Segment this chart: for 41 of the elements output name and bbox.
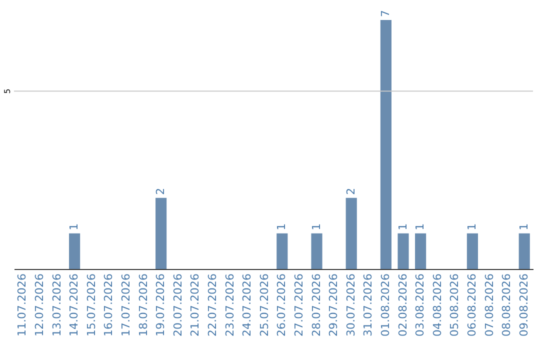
x-tick-label: 20.07.2026 (171, 274, 184, 336)
x-tick-label: 12.07.2026 (32, 274, 46, 336)
x-tick-label: 13.07.2026 (50, 274, 64, 336)
x-tick-label: 22.07.2026 (206, 274, 219, 336)
x-tick-label: 09.08.2026 (517, 274, 530, 336)
data-label: 1 (517, 223, 530, 230)
x-tick-label: 19.07.2026 (154, 274, 168, 336)
ref-line-label: 5 (3, 88, 12, 94)
data-label: 7 (378, 10, 392, 17)
x-tick-label: 29.07.2026 (327, 274, 340, 336)
data-label: 1 (396, 223, 410, 230)
x-tick-label: 02.08.2026 (396, 274, 410, 336)
x-tick-label: 21.07.2026 (188, 274, 202, 336)
x-tick-label: 14.07.2026 (68, 274, 81, 336)
data-label: 1 (465, 223, 478, 230)
x-tick-label: 08.08.2026 (500, 274, 514, 336)
x-tick-label: 15.07.2026 (84, 274, 98, 336)
x-tick-label: 03.08.2026 (414, 274, 427, 336)
data-label: 1 (275, 223, 288, 230)
data-label: 1 (414, 223, 427, 230)
x-tick-label: 04.08.2026 (430, 274, 444, 336)
x-tick-label: 17.07.2026 (119, 274, 132, 336)
data-label: 1 (68, 223, 81, 230)
x-tick-label: 30.07.2026 (344, 274, 358, 336)
data-label: 2 (154, 188, 168, 195)
x-tick-label: 06.08.2026 (465, 274, 478, 336)
x-tick-label: 31.07.2026 (362, 274, 375, 336)
x-tick-label: 23.07.2026 (223, 274, 236, 336)
data-label: 2 (344, 188, 358, 195)
x-tick-label: 11.07.2026 (16, 274, 29, 336)
x-tick-label: 26.07.2026 (275, 274, 288, 336)
x-tick-label: 24.07.2026 (240, 274, 254, 336)
x-tick-label: 28.07.2026 (310, 274, 323, 336)
x-tick-label: 18.07.2026 (136, 274, 150, 336)
x-tick-label: 07.08.2026 (482, 274, 496, 336)
x-tick-label: 05.08.2026 (448, 274, 462, 336)
x-tick-label: 16.07.2026 (102, 274, 116, 336)
x-tick-label: 01.08.2026 (378, 274, 392, 336)
data-label: 1 (310, 223, 323, 230)
x-tick-label: 27.07.2026 (292, 274, 306, 336)
x-tick-label: 25.07.2026 (258, 274, 271, 336)
